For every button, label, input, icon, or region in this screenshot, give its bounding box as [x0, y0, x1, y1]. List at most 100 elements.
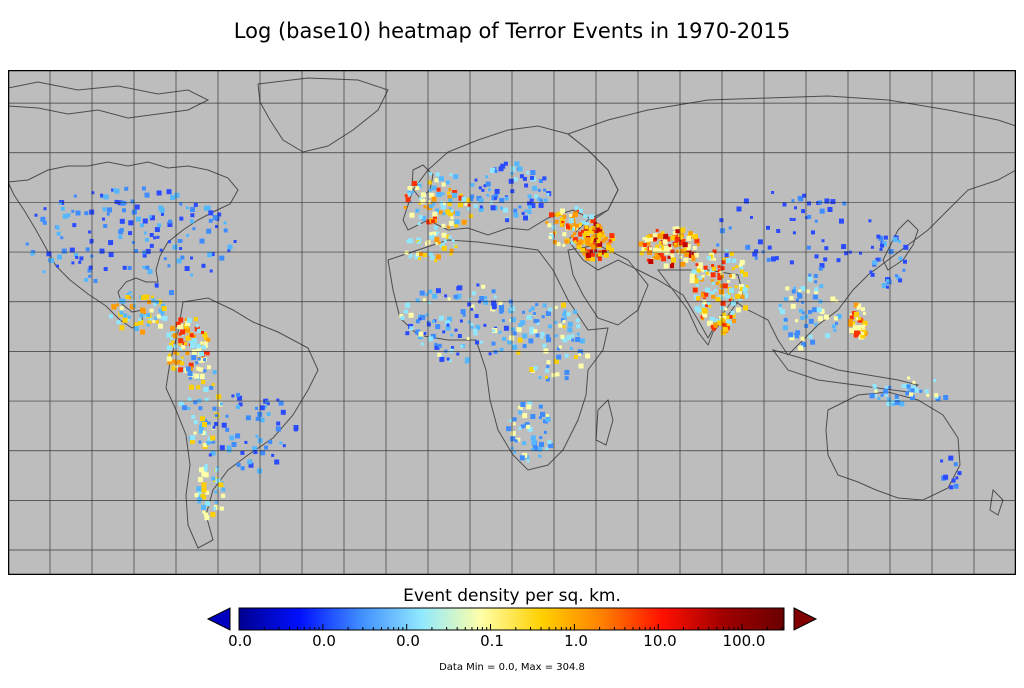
- density-cell: [730, 313, 736, 318]
- density-cell: [691, 255, 696, 260]
- density-cell: [558, 323, 563, 328]
- density-cell: [813, 273, 818, 278]
- density-cell: [493, 295, 497, 299]
- density-cell: [178, 338, 184, 344]
- density-cell: [195, 343, 201, 349]
- density-cell: [780, 309, 785, 315]
- density-cell: [943, 395, 949, 400]
- density-cell: [814, 254, 819, 259]
- density-cell: [797, 195, 802, 200]
- density-cell: [530, 414, 536, 419]
- density-cell: [185, 321, 191, 326]
- density-cell: [122, 208, 126, 213]
- density-cell: [149, 308, 154, 313]
- density-cell: [720, 300, 726, 306]
- density-cell: [450, 209, 454, 213]
- density-cell: [520, 402, 526, 407]
- density-cell: [149, 243, 154, 248]
- density-cell: [535, 333, 540, 338]
- density-cell: [434, 178, 439, 183]
- density-cell: [190, 273, 194, 277]
- density-cell: [789, 217, 793, 221]
- density-cell: [204, 345, 208, 348]
- density-cell: [488, 188, 491, 192]
- density-cell: [670, 264, 674, 269]
- density-cell: [196, 346, 202, 352]
- density-cell: [740, 266, 744, 270]
- density-cell: [901, 383, 906, 388]
- density-cell: [717, 276, 722, 281]
- colorbar-tick-label: 100.0: [722, 632, 766, 650]
- density-cell: [139, 313, 144, 318]
- density-cell: [188, 376, 192, 380]
- density-cell: [481, 284, 486, 289]
- density-cell: [743, 293, 749, 299]
- density-cell: [665, 236, 671, 242]
- density-cell: [641, 247, 646, 252]
- density-cell: [199, 467, 204, 473]
- density-cell: [485, 181, 491, 187]
- density-cell: [712, 326, 716, 331]
- density-cell: [189, 340, 194, 345]
- density-cell: [221, 487, 226, 492]
- density-cell: [240, 450, 245, 455]
- density-cell: [819, 208, 825, 214]
- density-cell: [579, 222, 582, 226]
- density-cell: [204, 463, 208, 467]
- density-cell: [576, 242, 580, 246]
- density-cell: [433, 225, 438, 230]
- density-cell: [275, 426, 281, 432]
- density-cell: [257, 468, 262, 474]
- density-cell: [427, 180, 432, 185]
- density-cell: [782, 325, 788, 331]
- density-cell: [449, 173, 453, 177]
- density-cell: [575, 223, 579, 228]
- density-cell: [196, 486, 202, 492]
- density-cell: [736, 206, 742, 212]
- density-cell: [111, 188, 115, 192]
- density-cell: [432, 319, 435, 323]
- colorbar-tick-label: 10.0: [643, 632, 677, 650]
- density-cell: [166, 345, 172, 351]
- density-cell: [539, 441, 544, 447]
- density-cell: [533, 312, 536, 316]
- density-cell: [488, 352, 492, 356]
- greenland-outline: [257, 77, 389, 153]
- density-cell: [434, 342, 438, 346]
- density-cell: [418, 331, 424, 337]
- density-cell: [225, 414, 229, 418]
- density-cell: [689, 278, 695, 284]
- density-cell: [437, 193, 442, 198]
- density-cell: [877, 397, 881, 401]
- density-cell: [185, 327, 190, 333]
- density-cell: [93, 279, 98, 283]
- density-cell: [478, 198, 484, 204]
- density-cell: [130, 199, 135, 204]
- density-cell: [211, 476, 216, 481]
- density-cell: [202, 422, 207, 427]
- density-cell: [426, 322, 431, 327]
- density-cell: [171, 340, 175, 344]
- north-america-outline: [8, 161, 239, 329]
- density-cell: [853, 333, 858, 338]
- density-cell: [214, 422, 219, 426]
- density-cell: [526, 171, 530, 175]
- density-cell: [158, 323, 163, 329]
- density-cell: [870, 272, 875, 277]
- density-cell: [176, 352, 180, 356]
- density-cell: [819, 308, 825, 314]
- density-cell: [691, 257, 696, 262]
- density-cell: [173, 344, 178, 349]
- density-cell: [451, 346, 454, 349]
- density-cell: [425, 313, 429, 317]
- density-cell: [504, 196, 509, 201]
- density-cell: [445, 325, 451, 331]
- density-cell: [590, 252, 595, 257]
- density-cell: [876, 234, 881, 239]
- density-cell: [227, 248, 231, 252]
- density-cell: [535, 303, 539, 307]
- density-cell: [439, 201, 444, 205]
- density-cell: [807, 201, 811, 206]
- density-cell: [453, 211, 457, 214]
- density-cell: [209, 385, 214, 390]
